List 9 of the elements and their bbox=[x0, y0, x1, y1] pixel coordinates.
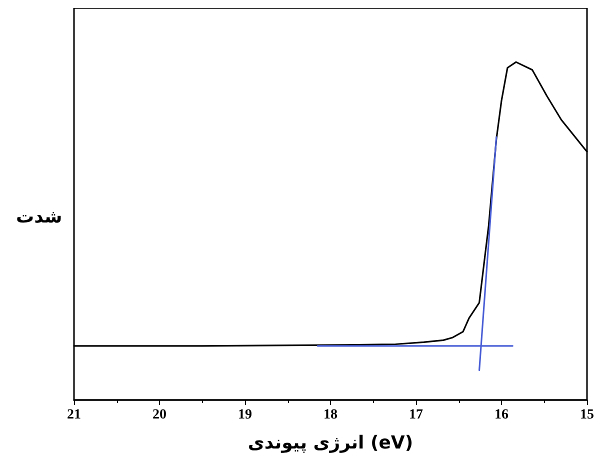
x-tick-label: 20 bbox=[152, 408, 166, 422]
x-tick-label: 21 bbox=[67, 408, 81, 422]
x-tick-label: 18 bbox=[324, 408, 338, 422]
x-tick-label: 16 bbox=[494, 408, 508, 422]
x-tick-label: 15 bbox=[580, 408, 594, 422]
x-tick-label: 17 bbox=[409, 408, 423, 422]
x-tick-label: 19 bbox=[238, 408, 252, 422]
x-axis-title: انرژی پیوندی (eV) bbox=[248, 432, 414, 454]
y-axis-title: شدت bbox=[16, 206, 62, 228]
